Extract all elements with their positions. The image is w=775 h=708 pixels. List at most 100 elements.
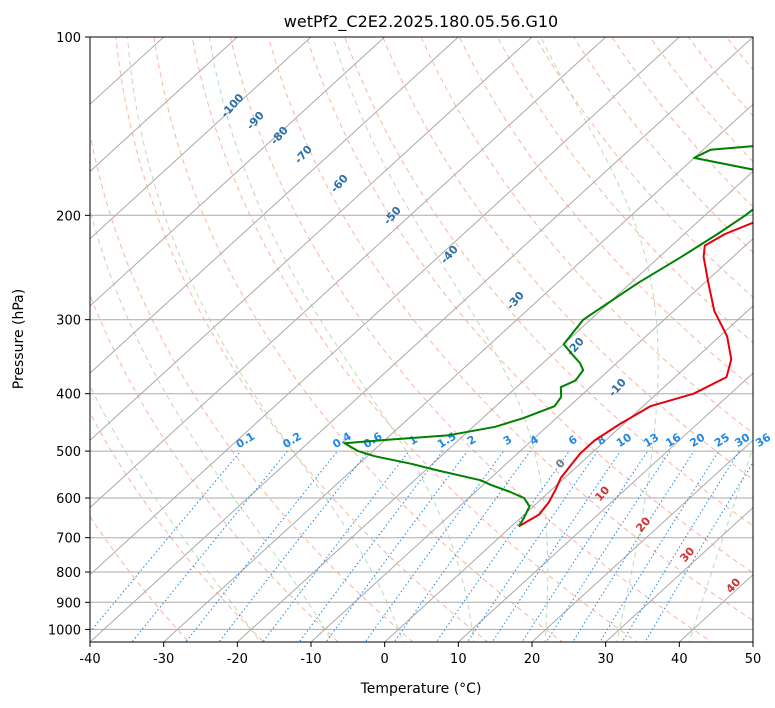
mixing-ratio-label: 16 — [663, 431, 683, 450]
moist-adiabat — [688, 445, 753, 642]
mixing-ratio-label: 0.2 — [280, 430, 303, 451]
dry-adiabat — [115, 37, 489, 642]
mixing-ratio-label: 13 — [641, 431, 661, 450]
mixing-ratio-line — [644, 461, 753, 642]
isotherm — [90, 37, 680, 576]
moist-adiabat — [90, 207, 333, 642]
x-tick-label: 50 — [745, 652, 762, 667]
y-tick-label: 400 — [56, 388, 81, 403]
mixing-ratio-line — [521, 450, 649, 642]
dry-adiabat — [267, 37, 753, 622]
y-axis-label: Pressure (hPa) — [11, 289, 27, 389]
dry-adiabat — [90, 293, 340, 642]
mixing-ratio-line — [491, 450, 621, 642]
x-axis-ticks: -40 -30 -20 -10 0 10 20 30 40 50 — [79, 642, 761, 667]
y-tick-label: 900 — [56, 596, 81, 611]
x-tick-label: -10 — [300, 652, 321, 667]
dry-adiabat — [420, 37, 753, 435]
moist-adiabat — [127, 37, 404, 642]
y-tick-label: 600 — [56, 492, 81, 507]
mixing-ratio-label: 25 — [712, 431, 732, 450]
mixing-ratio-line — [393, 450, 531, 642]
mixing-ratio-label: 20 — [688, 431, 708, 450]
x-tick-label: 30 — [597, 652, 614, 667]
mixing-ratio-line — [262, 450, 410, 642]
x-tick-label: -20 — [227, 652, 248, 667]
dry-adiabat — [90, 131, 414, 642]
mixing-ratio-line — [545, 450, 671, 642]
mixing-ratio-line — [90, 450, 242, 633]
y-tick-label: 500 — [56, 445, 81, 460]
dry-adiabat — [229, 37, 713, 642]
x-axis-label: Temperature (°C) — [360, 681, 482, 697]
isotherm — [90, 37, 607, 509]
moist-adiabat — [332, 37, 549, 642]
isotherm — [310, 237, 753, 642]
moist-adiabat-label: 10 — [592, 483, 612, 503]
dry-adiabat — [458, 37, 753, 389]
moist-adiabat-label: 30 — [677, 544, 697, 564]
mixing-ratio-label: 10 — [614, 431, 634, 450]
dry-adiabat-label: -90 — [244, 109, 267, 133]
dry-adiabat — [90, 515, 190, 642]
isotherm — [90, 37, 533, 442]
mixing-ratio-label: 1.5 — [435, 430, 458, 451]
chart-title: wetPf2_C2E2.2025.180.05.56.G10 — [284, 12, 558, 32]
dry-adiabat — [535, 37, 753, 298]
isotherm — [90, 37, 386, 307]
dry-adiabat — [90, 412, 265, 642]
dry-adiabat — [649, 37, 753, 163]
profile-series — [343, 145, 753, 528]
x-tick-label: 0 — [381, 652, 389, 667]
x-tick-label: -40 — [79, 652, 100, 667]
y-tick-label: 800 — [56, 566, 81, 581]
y-axis-ticks: 1000 900 800 700 600 500 400 300 200 100 — [48, 31, 90, 638]
mixing-ratio-label: 6 — [566, 433, 580, 448]
isotherm — [90, 37, 238, 173]
mixing-ratio-line — [185, 450, 338, 642]
y-tick-label: 700 — [56, 532, 81, 547]
mixing-ratio-line — [435, 450, 570, 642]
x-tick-label: 40 — [671, 652, 688, 667]
x-tick-label: 20 — [524, 652, 541, 667]
plot-frame — [89, 36, 754, 643]
moist-adiabat — [540, 37, 659, 642]
isotherm — [605, 506, 753, 642]
mixing-ratio-label: 0.1 — [234, 430, 257, 451]
mixing-ratio-label: 2 — [465, 433, 478, 448]
mixing-ratio-label: 3 — [501, 433, 514, 448]
dry-adiabat — [573, 37, 753, 253]
dry-adiabat — [191, 37, 638, 642]
mixing-ratio-label: 1 — [407, 433, 420, 448]
mixing-ratio-line — [218, 450, 369, 642]
isotherm — [90, 37, 753, 642]
isotherm — [752, 641, 753, 642]
x-tick-label: 10 — [450, 652, 467, 667]
mixing-ratio-line — [364, 450, 505, 642]
line-labels: 0.1 0.2 0.4 0.6 1 1.5 2 3 4 6 8 10 13 16 20 25 30 36-100-… — [218, 91, 773, 596]
dry-adiabat-label: -70 — [292, 143, 315, 167]
dry-adiabat-label: -30 — [504, 289, 527, 313]
dry-adiabat-label: -10 — [606, 376, 629, 400]
isotherm — [163, 103, 753, 642]
isotherm — [90, 37, 312, 240]
temperature-profile — [518, 221, 753, 528]
dry-adiabat — [344, 37, 753, 527]
dry-adiabat-label: -100 — [218, 91, 246, 120]
y-tick-label: 300 — [56, 314, 81, 329]
mixing-ratio-line — [466, 450, 599, 642]
dry-adiabat — [306, 37, 753, 574]
dry-adiabat-label: -60 — [328, 172, 351, 196]
isotherm — [384, 305, 753, 642]
moist-adiabat-label: 0 — [553, 456, 568, 471]
mixing-ratio-label: 4 — [528, 433, 542, 448]
moist-adiabat — [90, 384, 261, 642]
mixing-ratio-line — [131, 450, 288, 642]
dry-adiabat — [153, 37, 564, 642]
mixing-ratio-label: 36 — [753, 431, 773, 450]
y-tick-label: 1000 — [48, 623, 81, 638]
mixing-ratio-label: 30 — [733, 431, 753, 450]
x-tick-label: -30 — [153, 652, 174, 667]
dry-adiabat — [496, 37, 753, 344]
